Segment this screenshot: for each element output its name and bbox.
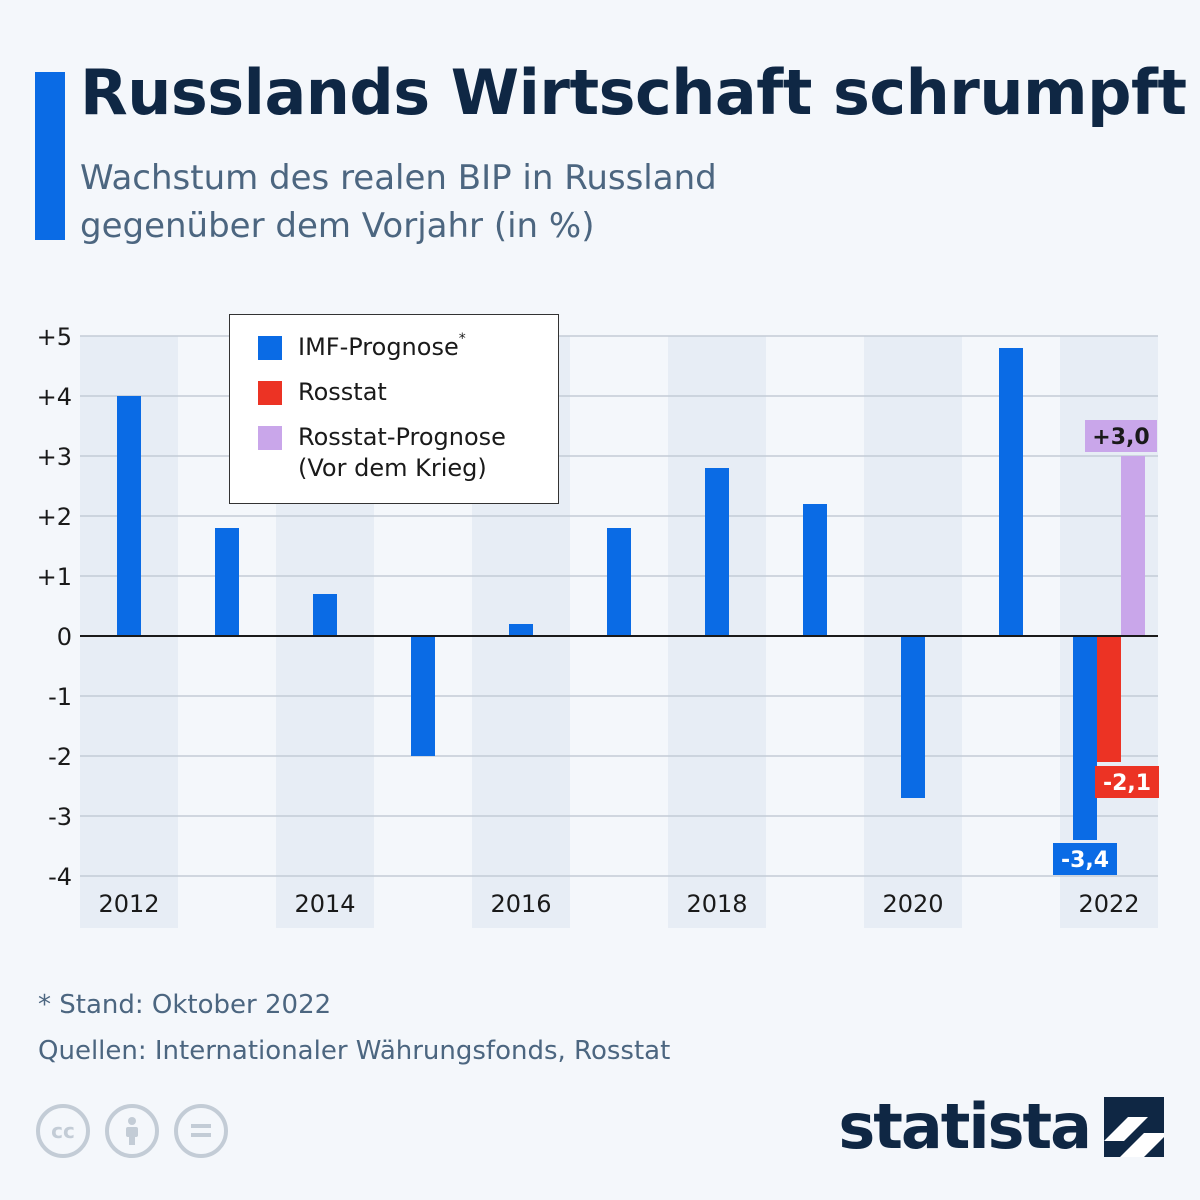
y-tick-label: +4 [37, 383, 72, 411]
bar-forecast-2022 [1121, 456, 1145, 636]
x-tick-label-2016: 2016 [490, 890, 551, 918]
data-label-imf-2022-box [1053, 843, 1117, 875]
statista-mark-icon [1104, 1097, 1164, 1157]
bar-imf-2012 [117, 396, 141, 636]
legend-item-imf: IMF-Prognose* [258, 332, 466, 363]
legend-label-forecast-line1: Rosstat-Prognose [298, 423, 506, 451]
no-derivatives-icon[interactable] [174, 1104, 228, 1158]
subtitle-line-1: Wachstum des realen BIP in Russland [80, 158, 717, 198]
y-tick-label: -3 [48, 803, 72, 831]
bar-imf-2017 [607, 528, 631, 636]
legend-swatch-rosstat-forecast [258, 426, 282, 450]
statista-logo[interactable]: statista [838, 1096, 1164, 1158]
y-tick-label: -1 [48, 683, 72, 711]
attribution-icon[interactable] [105, 1104, 159, 1158]
data-label-imf-2022: -3,4 [1061, 848, 1109, 873]
legend-item-rosstat-forecast: Rosstat-Prognose (Vor dem Krieg) [258, 422, 506, 484]
y-tick-label: +2 [37, 503, 72, 531]
bar-rosstat-2022 [1097, 636, 1121, 762]
x-tick-label-2018: 2018 [686, 890, 747, 918]
data-labels: +3,0 -2,1 -3,4 [1053, 420, 1159, 875]
year-band-2020 [864, 336, 962, 928]
cc-icon[interactable]: cc [36, 1104, 90, 1158]
bar-imf-2014 [313, 594, 337, 636]
legend-marker-imf: * [458, 331, 466, 347]
data-label-rosstat-2022: -2,1 [1103, 771, 1151, 796]
y-tick-label: +3 [37, 443, 72, 471]
y-tick-label: +5 [37, 323, 72, 351]
accent-bar [35, 72, 65, 240]
page-title: Russlands Wirtschaft schrumpft [80, 56, 1187, 129]
equals-glyph [191, 1124, 211, 1137]
bar-imf-2019 [803, 504, 827, 636]
legend-label-rosstat: Rosstat [298, 378, 387, 406]
chart-subtitle: Wachstum des realen BIP in Russland gege… [80, 154, 717, 250]
legend-text-imf: IMF-Prognose* [298, 332, 466, 363]
bar-imf-2015 [411, 636, 435, 756]
bar-imf-2022 [1073, 636, 1097, 840]
y-tick-label: -4 [48, 863, 72, 891]
legend-label-imf-text: IMF-Prognose [298, 333, 459, 361]
legend-text-rosstat-forecast: Rosstat-Prognose (Vor dem Krieg) [298, 422, 506, 484]
bar-imf-2013 [215, 528, 239, 636]
bar-imf-2018 [705, 468, 729, 636]
license-icons: cc [36, 1104, 228, 1158]
x-tick-label-2012: 2012 [98, 890, 159, 918]
footnote-sources: Quellen: Internationaler Währungsfonds, … [38, 1036, 671, 1066]
bar-imf-2021 [999, 348, 1023, 636]
subtitle-line-2: gegenüber dem Vorjahr (in %) [80, 206, 595, 246]
person-glyph [126, 1117, 138, 1145]
y-axis-labels: +5 +4 +3 +2 +1 0 -1 -2 -3 -4 [37, 323, 72, 891]
x-axis-labels: 2012 2014 2016 2018 2020 2022 [98, 890, 1139, 918]
x-tick-label-2014: 2014 [294, 890, 355, 918]
x-tick-label-2020: 2020 [882, 890, 943, 918]
legend-swatch-imf [258, 336, 282, 360]
y-tick-label: +1 [37, 563, 72, 591]
x-tick-label-2022: 2022 [1078, 890, 1139, 918]
data-label-forecast-2022-box [1085, 420, 1157, 452]
footnote-date: * Stand: Oktober 2022 [38, 990, 332, 1020]
bar-imf-2020 [901, 636, 925, 798]
gdp-growth-chart: +5 +4 +3 +2 +1 0 -1 -2 -3 -4 2012 2014 2016 2018 2020… [37, 323, 1159, 928]
y-tick-label: 0 [57, 623, 72, 651]
data-label-forecast-2022: +3,0 [1092, 425, 1149, 450]
bars [117, 348, 1145, 840]
y-tick-label: -2 [48, 743, 72, 771]
chart-legend: IMF-Prognose* Rosstat Rosstat-Prognose (… [229, 314, 559, 504]
data-label-rosstat-2022-box [1095, 766, 1159, 798]
brand-name: statista [838, 1090, 1092, 1163]
bar-imf-2016 [509, 624, 533, 636]
legend-item-rosstat: Rosstat [258, 377, 387, 408]
legend-label-forecast-line2: (Vor dem Krieg) [298, 454, 487, 482]
legend-swatch-rosstat [258, 381, 282, 405]
legend-label-imf: IMF-Prognose* [298, 332, 466, 363]
